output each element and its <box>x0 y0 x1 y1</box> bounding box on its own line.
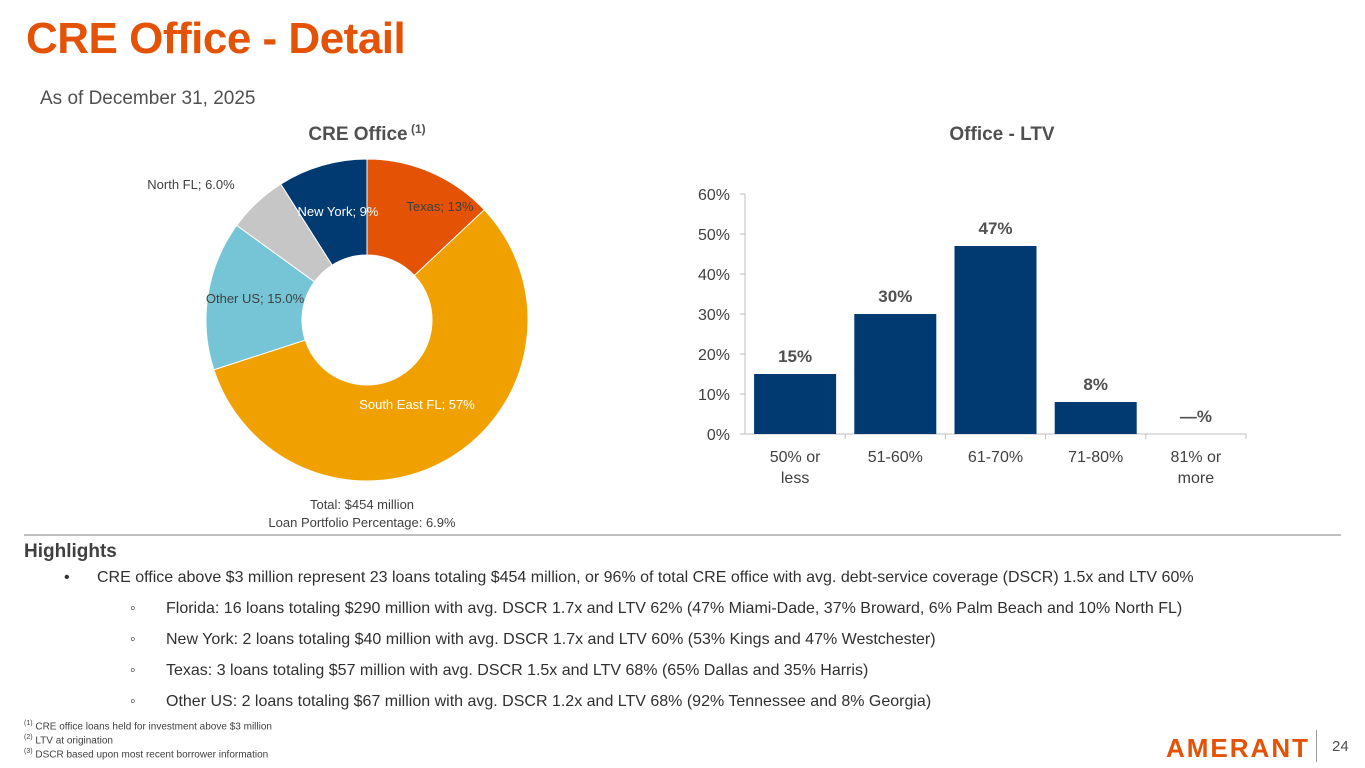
bar <box>854 314 937 434</box>
page-title: CRE Office - Detail <box>26 14 406 63</box>
pie-title-superscript: (1) <box>408 122 426 136</box>
y-tick-label: 0% <box>707 427 730 444</box>
y-tick-label: 20% <box>698 347 730 364</box>
x-tick-label: 50% or <box>770 449 821 466</box>
highlight-main: • CRE office above $3 million represent 2… <box>64 569 1194 587</box>
donut-slice <box>366 158 486 277</box>
bar-data-label: 30% <box>878 287 912 306</box>
y-tick-label: 50% <box>698 227 730 244</box>
divider <box>24 534 1341 536</box>
footnote-2: (2) LTV at origination <box>24 734 113 747</box>
highlight-text: CRE office above $3 million represent 23… <box>97 569 1194 586</box>
bullet-icon: ◦ <box>130 631 136 648</box>
highlight-text: Texas: 3 loans totaling $57 million with… <box>166 662 869 679</box>
x-tick-label: more <box>1178 470 1215 487</box>
highlight-sub-item: ◦ Florida: 16 loans totaling $290 million… <box>130 600 1182 618</box>
bar-data-label: —% <box>1180 407 1212 426</box>
highlight-sub-item: ◦ Other US: 2 loans totaling $67 million … <box>130 693 931 711</box>
donut-slice <box>280 158 368 266</box>
bullet-icon: ◦ <box>130 662 136 679</box>
as-of-date: As of December 31, 2025 <box>40 88 256 109</box>
charts-svg: CRE Office (1) Texas; 13% South East FL; 5… <box>147 122 1247 530</box>
bar-data-label: 8% <box>1083 375 1108 394</box>
bar-data-label: 47% <box>978 219 1012 238</box>
x-tick-label: 71-80% <box>1068 449 1123 466</box>
bar-chart: Office - LTV 0% 10% 20% 30% 40% 50% 60% 15% 50% o… <box>698 124 1247 487</box>
y-tick-label: 40% <box>698 267 730 284</box>
highlight-text: Florida: 16 loans totaling $290 million … <box>166 600 1183 617</box>
slice-label: North FL; 6.0% <box>147 177 235 192</box>
footnote-1: (1) CRE office loans held for investment… <box>24 720 272 733</box>
slice-label: Texas; 13% <box>406 199 474 214</box>
donut-slice <box>205 224 316 371</box>
highlight-text: New York: 2 loans totaling $40 million w… <box>166 631 936 648</box>
highlight-sub-item: ◦ Texas: 3 loans totaling $57 million wit… <box>130 662 868 680</box>
bullet-icon: ◦ <box>130 693 136 710</box>
bar-title: Office - LTV <box>949 124 1055 145</box>
y-tick-label: 60% <box>698 187 730 204</box>
slice-label: South East FL; 57% <box>359 397 475 412</box>
x-tick-label: 81% or <box>1171 449 1222 466</box>
bar <box>754 374 837 434</box>
highlight-sub-item: ◦ New York: 2 loans totaling $40 million … <box>130 631 936 649</box>
highlights-title: Highlights <box>24 541 117 562</box>
divider <box>1316 730 1317 762</box>
amerant-logo: AMERANT <box>1166 733 1310 763</box>
y-tick-label: 10% <box>698 387 730 404</box>
bullet-icon: • <box>64 569 70 586</box>
page-number: 24 <box>1332 738 1349 755</box>
pie-title: CRE Office (1) <box>308 122 425 145</box>
pie-note: Loan Portfolio Percentage: 6.9% <box>268 515 456 530</box>
bar <box>1054 402 1137 434</box>
slice-label: Other US; 15.0% <box>206 291 305 306</box>
highlight-text: Other US: 2 loans totaling $67 million w… <box>166 693 932 710</box>
donut-slice <box>213 209 529 482</box>
y-tick-label: 30% <box>698 307 730 324</box>
bar-data-label: 15% <box>778 347 812 366</box>
x-tick-label: less <box>781 470 809 487</box>
x-tick-label: 61-70% <box>968 449 1023 466</box>
bullet-icon: ◦ <box>130 600 136 617</box>
pie-note: Total: $454 million <box>310 497 414 512</box>
x-tick-label: 51-60% <box>868 449 923 466</box>
slice-label: New York; 9% <box>298 204 379 219</box>
footnote-3: (3) DSCR based upon most recent borrower… <box>24 748 269 761</box>
donut-chart: CRE Office (1) Texas; 13% South East FL; 5… <box>147 122 529 530</box>
bar <box>954 246 1037 434</box>
